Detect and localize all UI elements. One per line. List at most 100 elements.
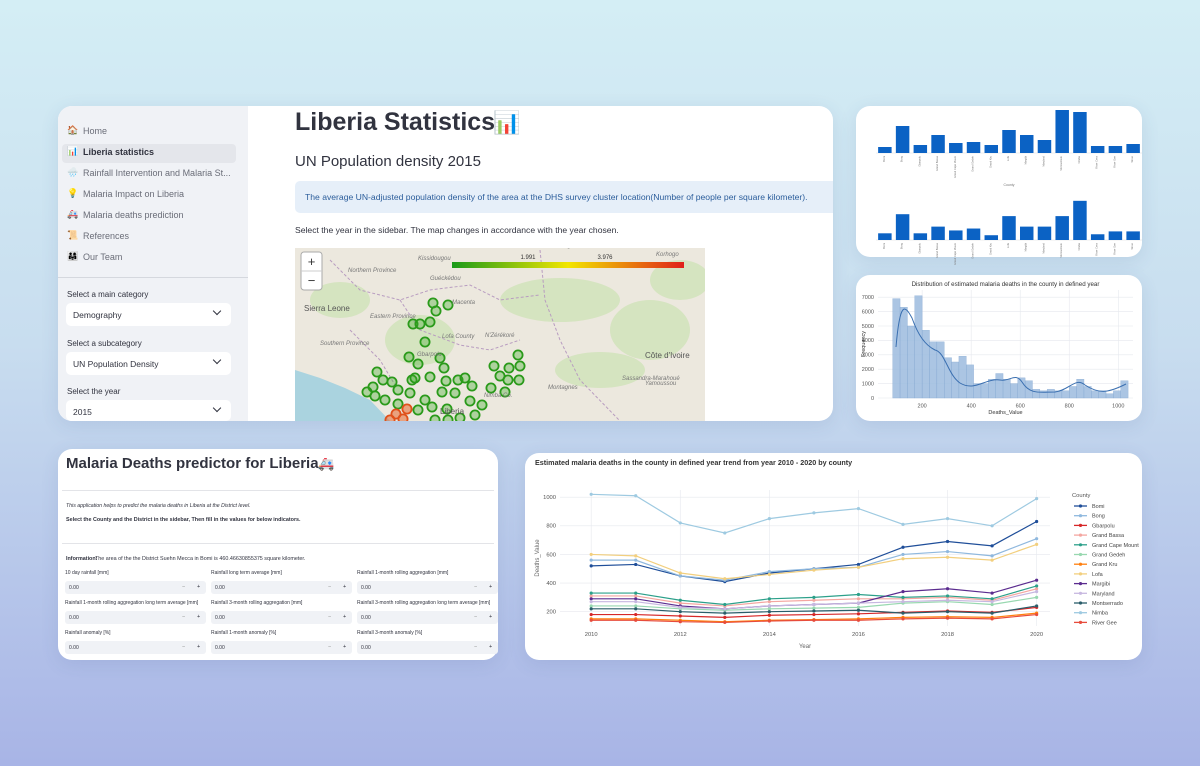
number-value: 0.00 [69, 645, 79, 651]
x-tick-label: 2010 [585, 632, 598, 638]
stepper-plus[interactable]: + [343, 644, 347, 650]
histogram-bar [899, 307, 908, 399]
bar [949, 230, 963, 240]
nav-item[interactable]: Our Team [83, 252, 123, 262]
map-place: Northern Province [348, 268, 397, 274]
y-tick-label: 800 [546, 524, 556, 530]
x-tick-label: Sinoe [1130, 155, 1134, 162]
number-input[interactable] [65, 581, 206, 594]
bar [1037, 226, 1052, 240]
bar [966, 228, 981, 240]
x-tick-label: Gbarpolu [917, 242, 921, 253]
series-point [990, 544, 994, 548]
nav-item[interactable]: References [83, 231, 130, 241]
nav-item[interactable]: Malaria Impact on Liberia [83, 189, 185, 199]
number-input[interactable] [65, 611, 206, 624]
nav-item[interactable]: Home [83, 126, 108, 136]
y-tick-label: 400 [546, 581, 556, 587]
map-border [539, 249, 621, 421]
nav-icon: 💡 [67, 188, 79, 198]
series-point [1035, 519, 1039, 524]
stepper-plus[interactable]: + [489, 614, 493, 620]
bar [1090, 146, 1105, 153]
number-value: 0.00 [69, 585, 79, 591]
x-tick-label: Grand Kru [988, 155, 992, 168]
nav-item[interactable]: Malaria deaths prediction [83, 210, 184, 220]
map-place: Southern Province [320, 341, 370, 347]
stepper-minus[interactable]: − [474, 584, 478, 590]
map-forest [650, 260, 705, 300]
stepper-minus[interactable]: − [328, 614, 332, 620]
page-title: Liberia Statistics [295, 108, 496, 136]
number-input[interactable] [211, 611, 352, 624]
series-point [901, 522, 905, 526]
series-point [723, 602, 727, 607]
stepper-minus[interactable]: − [182, 644, 186, 650]
number-input[interactable] [357, 641, 498, 654]
stepper-plus[interactable]: + [197, 584, 201, 590]
histogram-bar [1105, 393, 1114, 399]
x-tick-label: Grand Gedeh [971, 242, 975, 258]
series-point [589, 564, 593, 568]
stepper-minus[interactable]: − [328, 644, 332, 650]
nav-item[interactable]: Rainfall Intervention and Malaria St... [83, 168, 231, 178]
y-axis-label: Frequency [861, 331, 867, 357]
legend-swatch-dot [1078, 620, 1083, 625]
map-cluster [419, 336, 431, 348]
bar [966, 142, 981, 153]
number-input[interactable] [65, 641, 206, 654]
series-line [591, 520, 1037, 583]
stepper-plus[interactable]: + [197, 644, 201, 650]
map-place: Sassandra-Marahoué [622, 376, 680, 382]
select-box[interactable] [66, 351, 231, 375]
stepper-plus[interactable]: + [489, 644, 493, 650]
zoom-out[interactable]: − [308, 273, 316, 288]
stepper-minus[interactable]: − [474, 644, 478, 650]
stepper-plus[interactable]: + [197, 614, 201, 620]
stepper-minus[interactable]: − [182, 584, 186, 590]
predictor-instruction: Select the County and the District in th… [66, 517, 301, 523]
stepper-plus[interactable]: + [343, 614, 347, 620]
x-tick-label: Grand Gedeh [971, 155, 975, 171]
map-place: Korhogo [656, 252, 679, 258]
x-tick-label: Maryland [1041, 242, 1045, 253]
stepper-plus[interactable]: + [343, 584, 347, 590]
series-point [901, 611, 905, 615]
x-tick-label: Margibi [1024, 243, 1028, 252]
stepper-minus[interactable]: − [474, 614, 478, 620]
series-point [767, 570, 771, 574]
zoom-in[interactable]: + [308, 254, 316, 269]
nav-item[interactable]: Liberia statistics [83, 147, 155, 157]
number-input[interactable] [211, 641, 352, 654]
x-tick-label: River Cess [1095, 242, 1099, 255]
series-point [1035, 578, 1039, 582]
histogram-bar [936, 341, 945, 399]
stepper-minus[interactable]: − [328, 584, 332, 590]
x-tick-label: 200 [918, 404, 927, 410]
series-point [856, 608, 861, 612]
select-box[interactable] [66, 400, 231, 421]
field-label: Rainfall anomaly [%] [65, 630, 111, 636]
series-point [589, 591, 593, 595]
map-cluster [409, 372, 421, 384]
subtitle: UN Population density 2015 [295, 153, 481, 170]
number-input[interactable] [357, 581, 498, 594]
series-point [589, 604, 593, 608]
number-input[interactable] [357, 611, 498, 624]
series-point [634, 612, 638, 617]
stepper-minus[interactable]: − [182, 614, 186, 620]
map-place: Liberia [440, 407, 465, 416]
select-box[interactable] [66, 303, 231, 326]
number-input[interactable] [211, 581, 352, 594]
stepper-plus[interactable]: + [489, 584, 493, 590]
histogram-bar [1120, 380, 1129, 399]
map-cluster [440, 375, 452, 387]
series-point [901, 600, 905, 604]
series-point [945, 610, 950, 614]
series-point [767, 517, 771, 521]
field-label: Rainfall 3-month anomaly [%] [357, 630, 423, 636]
y-tick-label: 7000 [862, 295, 874, 301]
map-cluster [430, 305, 442, 317]
map-cluster [426, 401, 438, 413]
x-tick-label: Lofa [1006, 242, 1010, 248]
